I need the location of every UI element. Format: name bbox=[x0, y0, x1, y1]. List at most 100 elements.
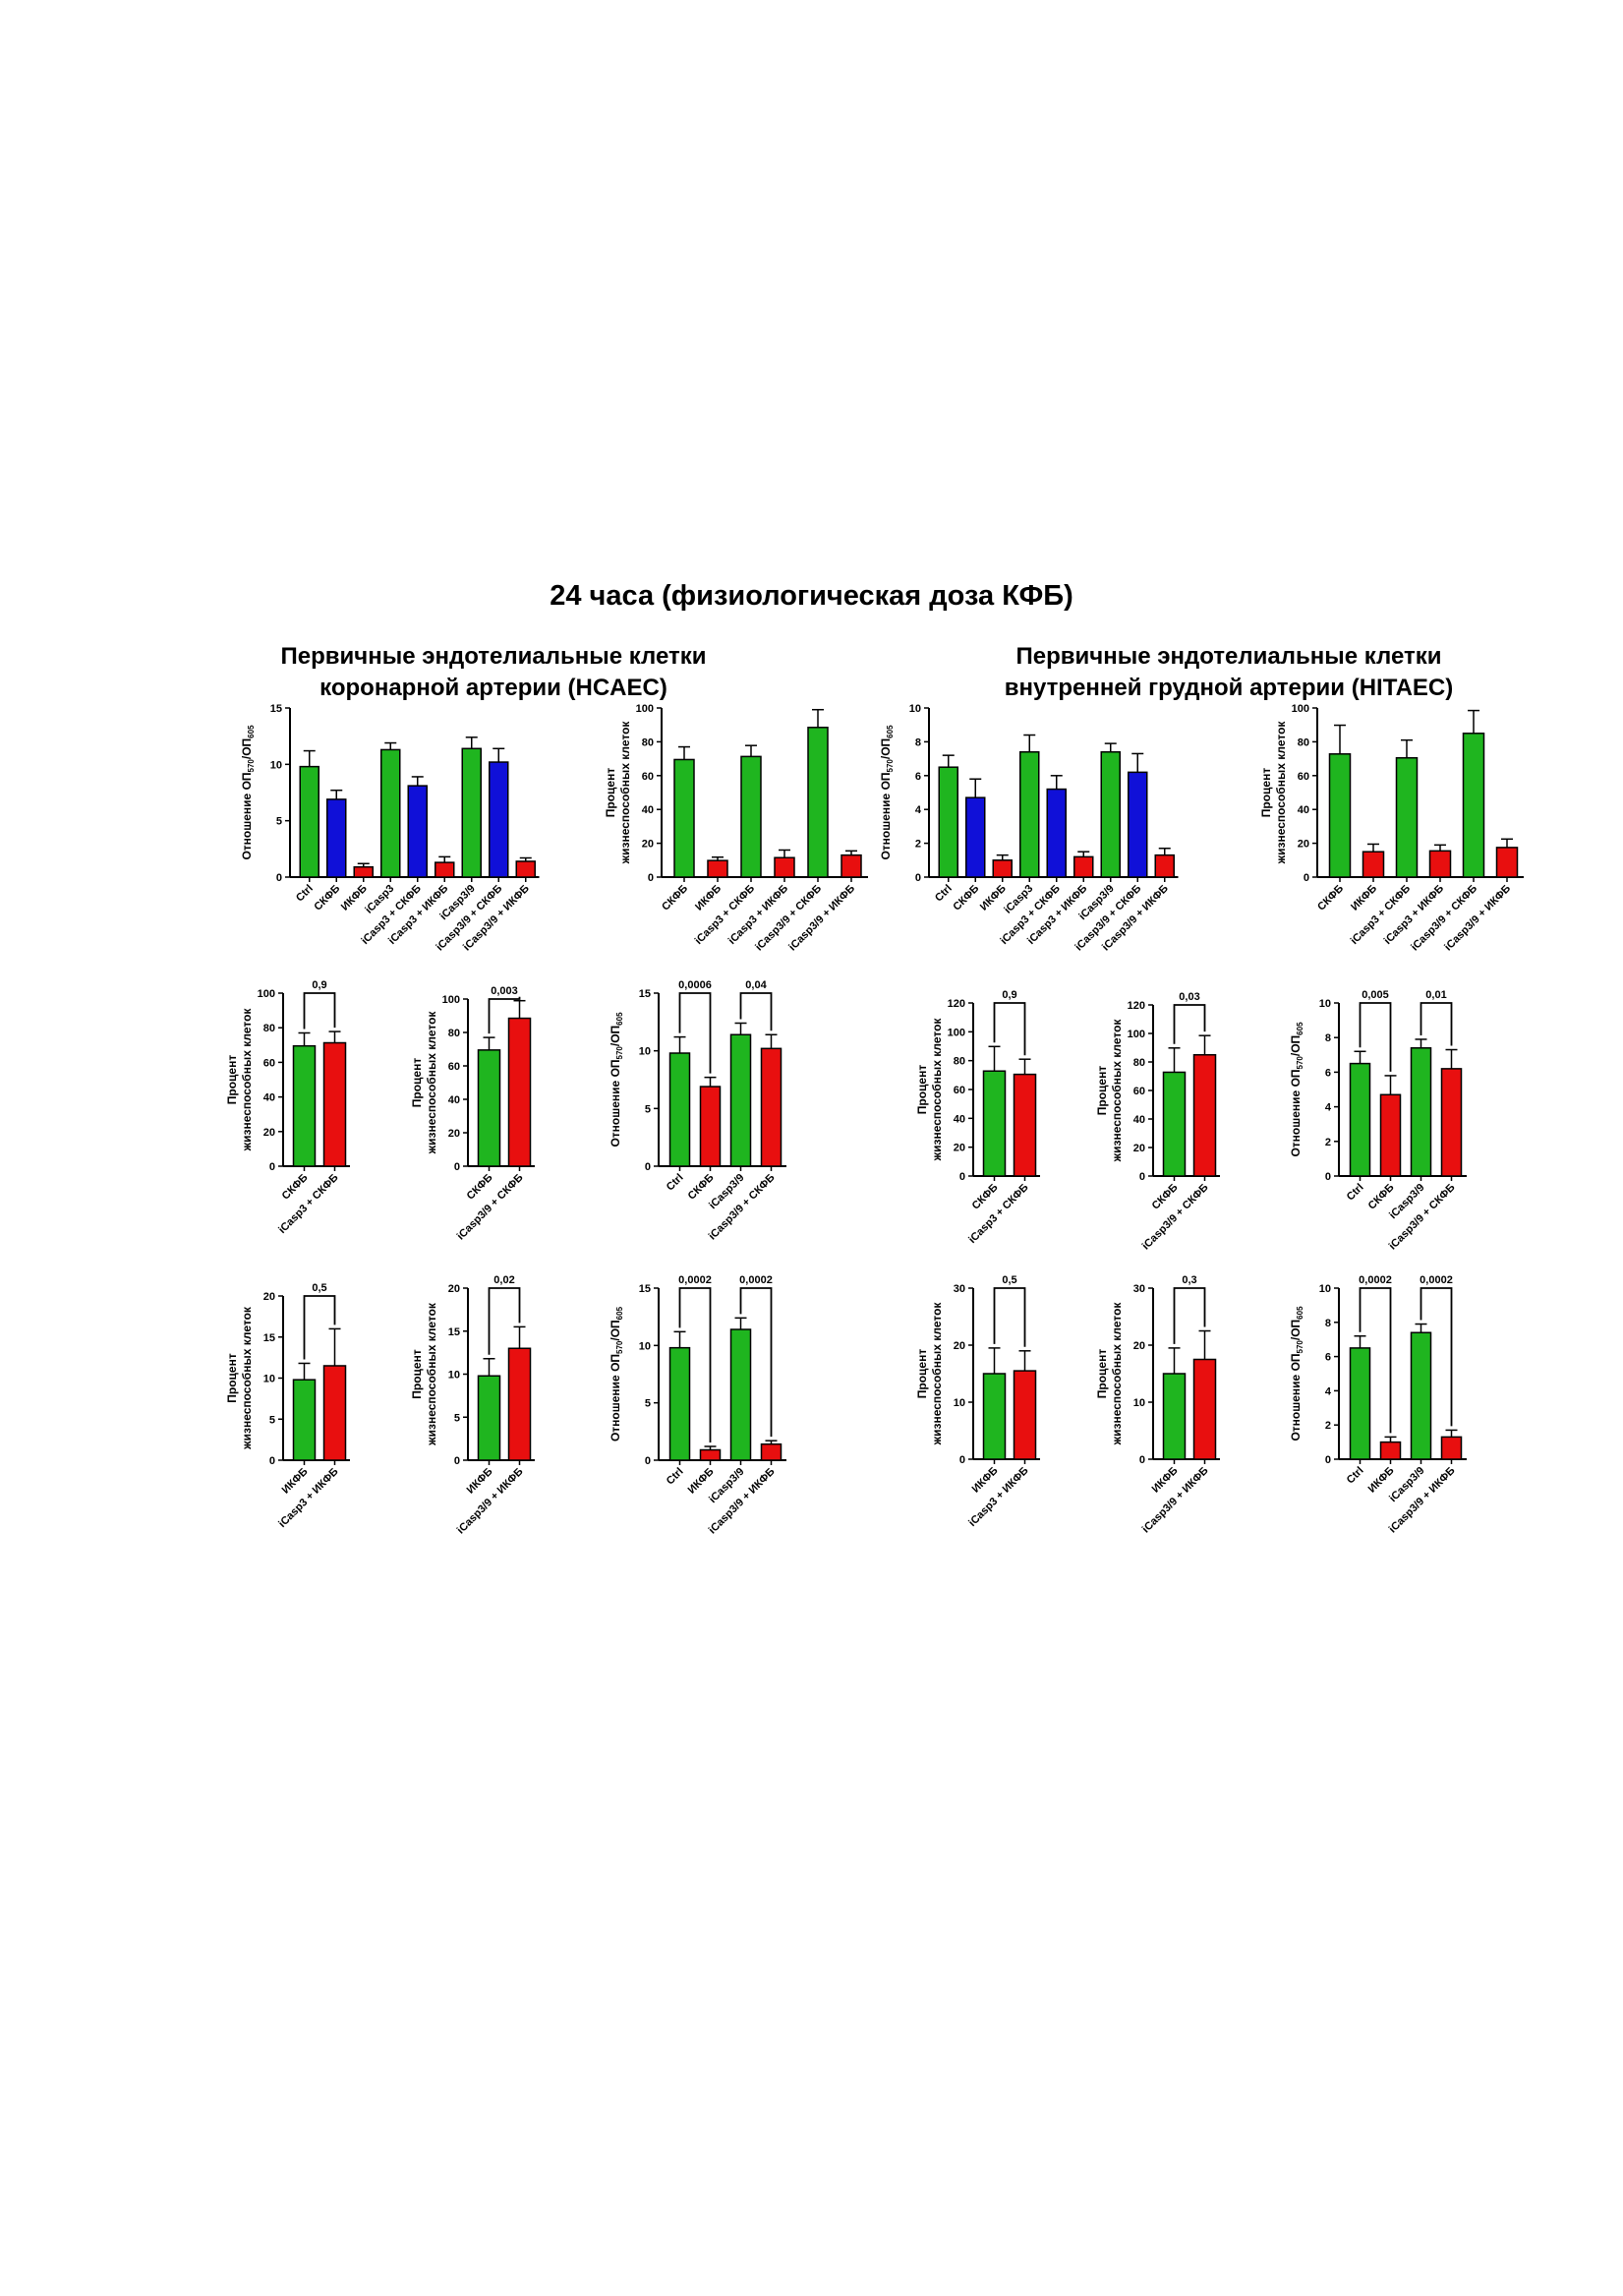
y-tick-label: 100 bbox=[1128, 1029, 1145, 1040]
y-tick-label: 0 bbox=[959, 1171, 965, 1183]
section-title-line: Первичные эндотелиальные клетки bbox=[280, 643, 707, 670]
x-tick-label: СКФБ bbox=[312, 883, 342, 913]
y-axis-label: Процентжизнеспособных клеток bbox=[915, 1018, 944, 1162]
y-axis-label: Процентжизнеспособных клеток bbox=[225, 1306, 254, 1450]
bar bbox=[507, 1347, 532, 1461]
bar bbox=[729, 1033, 752, 1167]
bar bbox=[1192, 1054, 1217, 1177]
p-value-label: 0,03 bbox=[1179, 991, 1199, 1003]
y-tick-label: 8 bbox=[1325, 1318, 1331, 1329]
y-tick-label: 20 bbox=[1298, 839, 1309, 851]
y-tick-label: 4 bbox=[1325, 1385, 1332, 1397]
y-axis-label: Отношение ОП570/ОП605 bbox=[879, 725, 895, 860]
bar bbox=[380, 748, 401, 878]
y-tick-label: 0 bbox=[648, 872, 654, 884]
y-tick-label: 80 bbox=[263, 1023, 275, 1034]
y-tick-label: 10 bbox=[270, 759, 282, 771]
y-tick-label: 60 bbox=[448, 1061, 460, 1073]
y-tick-label: 0 bbox=[1139, 1171, 1145, 1183]
y-tick-label: 30 bbox=[954, 1283, 965, 1295]
bar bbox=[1410, 1331, 1432, 1460]
y-tick-label: 5 bbox=[645, 1103, 651, 1115]
y-tick-label: 20 bbox=[1133, 1143, 1145, 1154]
y-tick-label: 10 bbox=[639, 1046, 651, 1058]
y-tick-label: 100 bbox=[442, 994, 460, 1006]
bar bbox=[668, 1346, 691, 1461]
p-value-label: 0,3 bbox=[1182, 1274, 1196, 1286]
bar bbox=[322, 1365, 347, 1461]
significance-bracket bbox=[993, 1002, 1026, 1056]
p-value-label: 0,02 bbox=[493, 1274, 514, 1286]
x-tick-label: Ctrl bbox=[933, 883, 955, 905]
y-tick-label: 15 bbox=[263, 1332, 275, 1344]
bar bbox=[699, 1448, 722, 1461]
y-tick-label: 5 bbox=[645, 1398, 651, 1410]
significance-bracket bbox=[1359, 1287, 1392, 1434]
bar bbox=[515, 860, 536, 878]
bar bbox=[840, 854, 862, 878]
bar bbox=[707, 859, 728, 878]
y-tick-label: 0 bbox=[1325, 1171, 1331, 1183]
y-tick-label: 6 bbox=[915, 771, 921, 783]
bar bbox=[729, 1328, 752, 1461]
bar bbox=[1013, 1370, 1037, 1460]
x-tick-label: Ctrl bbox=[665, 1172, 686, 1194]
bar bbox=[699, 1086, 722, 1167]
bar bbox=[1162, 1071, 1187, 1177]
y-tick-label: 60 bbox=[263, 1057, 275, 1069]
p-value-label: 0,0002 bbox=[739, 1274, 773, 1286]
p-value-label: 0,5 bbox=[312, 1282, 326, 1294]
y-tick-label: 8 bbox=[915, 736, 921, 748]
y-tick-label: 40 bbox=[954, 1113, 965, 1125]
y-tick-label: 0 bbox=[915, 872, 921, 884]
bar bbox=[982, 1070, 1007, 1177]
y-tick-label: 5 bbox=[276, 816, 282, 828]
bar bbox=[292, 1044, 317, 1167]
chart-hcaec-pct-casp39-skfb: 0 20 40 60 80 100 Процентжизнеспособных клеток… bbox=[410, 985, 535, 1242]
y-tick-label: 0 bbox=[454, 1161, 460, 1173]
y-tick-label: 60 bbox=[1298, 771, 1309, 783]
p-value-label: 0,5 bbox=[1002, 1274, 1016, 1286]
significance-bracket bbox=[488, 1287, 521, 1355]
y-tick-label: 10 bbox=[954, 1397, 965, 1409]
y-axis-label: Отношение ОП570/ОП605 bbox=[609, 1012, 624, 1148]
x-tick-label: ИКФБ bbox=[693, 883, 724, 913]
significance-bracket bbox=[303, 992, 336, 1030]
significance-bracket bbox=[1420, 1002, 1453, 1046]
p-value-label: 0,003 bbox=[491, 985, 518, 997]
y-tick-label: 20 bbox=[642, 839, 654, 851]
y-tick-label: 120 bbox=[1128, 1000, 1145, 1012]
y-tick-label: 80 bbox=[448, 1028, 460, 1039]
p-value-label: 0,0002 bbox=[1359, 1274, 1392, 1286]
bar bbox=[1362, 851, 1385, 878]
y-tick-label: 2 bbox=[915, 839, 921, 851]
y-tick-label: 0 bbox=[959, 1454, 965, 1466]
x-tick-label: iCasp3 + ИКФБ bbox=[726, 883, 790, 947]
y-tick-label: 80 bbox=[954, 1056, 965, 1068]
bar bbox=[668, 1052, 691, 1167]
y-tick-label: 0 bbox=[645, 1161, 651, 1173]
bar bbox=[461, 747, 482, 878]
y-tick-label: 10 bbox=[263, 1374, 275, 1385]
bar bbox=[1192, 1358, 1217, 1460]
y-tick-label: 15 bbox=[639, 988, 651, 1000]
y-tick-label: 120 bbox=[948, 998, 965, 1010]
y-tick-label: 10 bbox=[448, 1370, 460, 1382]
y-tick-label: 6 bbox=[1325, 1352, 1331, 1364]
p-value-label: 0,0002 bbox=[1420, 1274, 1453, 1286]
x-tick-label: СКФБ bbox=[951, 883, 981, 913]
bar bbox=[992, 859, 1013, 878]
x-tick-label: Ctrl bbox=[1345, 1465, 1366, 1487]
y-tick-label: 5 bbox=[269, 1414, 275, 1426]
x-tick-label: СКФБ bbox=[660, 883, 690, 913]
bar bbox=[1462, 733, 1485, 878]
section-title-line: Первичные эндотелиальные клетки bbox=[1015, 643, 1442, 670]
significance-bracket bbox=[678, 992, 712, 1074]
bar bbox=[1073, 855, 1094, 878]
bar bbox=[1379, 1093, 1402, 1177]
bar bbox=[1395, 756, 1419, 878]
